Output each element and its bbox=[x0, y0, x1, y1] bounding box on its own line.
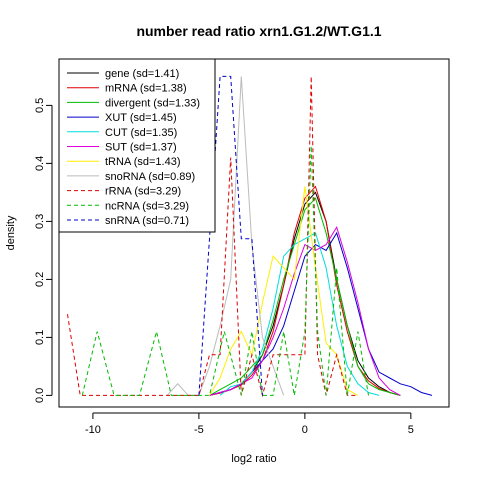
x-tick-label-0: -10 bbox=[85, 424, 101, 436]
y-axis-label: density bbox=[5, 215, 17, 250]
series-line-1 bbox=[209, 185, 401, 396]
legend-label-6: tRNA (sd=1.43) bbox=[105, 156, 181, 168]
series-line-3 bbox=[209, 231, 433, 396]
y-tick-label-1: 0.1 bbox=[34, 330, 46, 345]
axes-layer: -10 -5 0 5 0.0 0.1 0.2 0.3 0.4 0.5 bbox=[34, 98, 414, 436]
series-line-6 bbox=[209, 186, 359, 396]
x-axis-label: log2 ratio bbox=[231, 453, 276, 465]
legend-label-0: gene (sd=1.41) bbox=[105, 68, 179, 80]
series-line-4 bbox=[219, 232, 380, 396]
plot-frame bbox=[58, 58, 450, 408]
y-tick-label-4: 0.4 bbox=[34, 156, 46, 171]
legend-label-8: rRNA (sd=3.29) bbox=[105, 186, 181, 198]
series-line-10 bbox=[198, 75, 263, 396]
y-tick-label-0: 0.0 bbox=[34, 388, 46, 403]
series-line-9 bbox=[81, 145, 369, 396]
legend-label-7: snoRNA (sd=0.89) bbox=[105, 171, 195, 183]
y-tick-label-5: 0.5 bbox=[34, 98, 46, 113]
legend-label-10: snRNA (sd=0.71) bbox=[105, 215, 189, 227]
legend-label-5: SUT (sd=1.37) bbox=[105, 142, 177, 154]
series-line-0 bbox=[209, 191, 401, 396]
legend-label-2: divergent (sd=1.33) bbox=[105, 97, 200, 109]
chart-title: number read ratio xrn1.G1.2/WT.G1.1 bbox=[136, 23, 381, 39]
y-tick-label-2: 0.2 bbox=[34, 272, 46, 287]
series-line-7 bbox=[166, 76, 285, 396]
legend: gene (sd=1.41) mRNA (sd=1.38) divergent (s… bbox=[58, 58, 216, 233]
y-tick-label-3: 0.3 bbox=[34, 214, 46, 229]
series-line-2 bbox=[209, 197, 401, 396]
x-tick-label-1: -5 bbox=[194, 424, 204, 436]
legend-label-1: mRNA (sd=1.38) bbox=[105, 83, 187, 95]
x-tick-label-2: 0 bbox=[302, 424, 308, 436]
x-tick-label-3: 5 bbox=[408, 424, 414, 436]
legend-label-9: ncRNA (sd=3.29) bbox=[105, 200, 189, 212]
series-layer bbox=[67, 75, 433, 398]
legend-label-3: XUT (sd=1.45) bbox=[105, 112, 177, 124]
legend-label-4: CUT (sd=1.35) bbox=[105, 127, 177, 139]
series-line-5 bbox=[209, 225, 401, 396]
